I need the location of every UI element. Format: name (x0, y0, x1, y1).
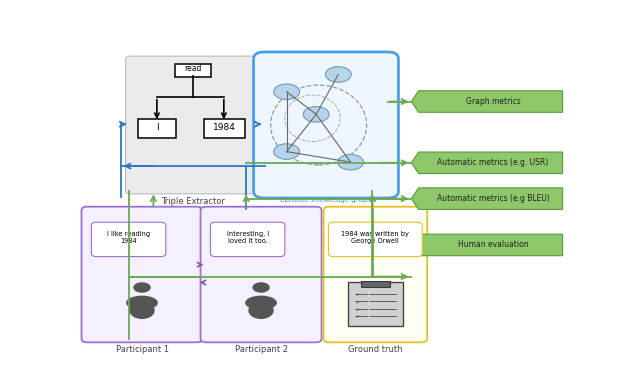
FancyBboxPatch shape (211, 222, 285, 256)
Text: 1984 was written by
George Orwell: 1984 was written by George Orwell (341, 231, 410, 244)
FancyBboxPatch shape (253, 52, 399, 198)
FancyBboxPatch shape (328, 222, 422, 256)
Text: ✓: ✓ (355, 299, 359, 304)
Text: I like reading
1984: I like reading 1984 (107, 231, 150, 244)
Text: ✓: ✓ (355, 314, 359, 319)
Text: Graph metrics: Graph metrics (466, 97, 520, 106)
FancyBboxPatch shape (362, 281, 390, 288)
Text: Interesting, I
loved it too.: Interesting, I loved it too. (227, 231, 269, 244)
Ellipse shape (126, 296, 158, 310)
FancyBboxPatch shape (348, 282, 403, 326)
FancyBboxPatch shape (205, 120, 245, 138)
Circle shape (338, 154, 364, 170)
Text: Ground truth: Ground truth (348, 345, 403, 354)
Text: Human evaluation: Human evaluation (458, 241, 529, 249)
Text: read: read (184, 64, 202, 73)
FancyBboxPatch shape (81, 207, 202, 342)
Text: Triple Extractor: Triple Extractor (161, 197, 225, 206)
Polygon shape (412, 152, 563, 173)
FancyBboxPatch shape (175, 64, 211, 77)
Text: Automatic metrics (e.g BLEU): Automatic metrics (e.g BLEU) (436, 194, 550, 203)
Text: I: I (156, 123, 159, 132)
Circle shape (252, 282, 270, 293)
FancyBboxPatch shape (125, 56, 260, 194)
Circle shape (274, 84, 300, 99)
Circle shape (133, 282, 151, 293)
Polygon shape (412, 91, 563, 112)
Ellipse shape (245, 296, 277, 310)
Text: Participant 2: Participant 2 (234, 345, 287, 354)
Text: ✓: ✓ (355, 307, 359, 311)
Circle shape (325, 67, 351, 82)
FancyBboxPatch shape (200, 207, 321, 342)
Ellipse shape (248, 302, 274, 319)
Circle shape (303, 107, 329, 122)
Ellipse shape (129, 302, 155, 319)
FancyBboxPatch shape (92, 222, 166, 256)
Circle shape (274, 144, 300, 159)
FancyBboxPatch shape (138, 120, 176, 138)
Polygon shape (412, 188, 563, 210)
Polygon shape (412, 234, 563, 256)
Text: 1984: 1984 (213, 123, 236, 132)
FancyBboxPatch shape (324, 207, 428, 342)
Text: Automatic metrics (e.g. USR): Automatic metrics (e.g. USR) (437, 158, 548, 167)
Text: Episodic knowledge graph: Episodic knowledge graph (280, 197, 372, 203)
Text: Participant 1: Participant 1 (115, 345, 168, 354)
Text: ✓: ✓ (355, 292, 359, 296)
